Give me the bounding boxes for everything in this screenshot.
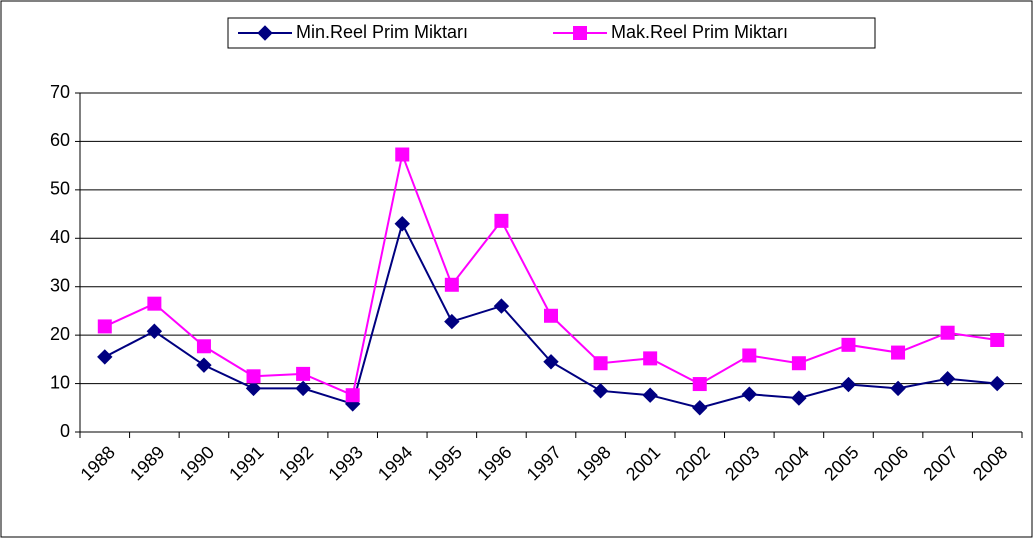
data-point — [146, 323, 163, 339]
data-point — [395, 147, 410, 162]
data-point — [394, 216, 410, 232]
data-point — [246, 369, 261, 384]
legend-label: Min.Reel Prim Miktarı — [296, 22, 468, 42]
data-point — [742, 348, 757, 363]
legend-marker — [573, 26, 587, 40]
data-point — [196, 339, 211, 354]
y-tick-label: 0 — [60, 421, 70, 441]
data-point — [940, 325, 955, 340]
data-point — [643, 351, 658, 366]
y-tick-label: 70 — [50, 82, 70, 102]
y-tick-label: 10 — [50, 372, 70, 392]
data-point — [493, 298, 510, 314]
y-tick-label: 60 — [50, 130, 70, 150]
data-point — [642, 387, 658, 403]
data-point — [891, 345, 906, 360]
data-point — [245, 380, 262, 397]
legend-marker — [257, 25, 273, 41]
data-point — [841, 337, 856, 352]
data-point — [444, 277, 459, 292]
data-point — [444, 313, 460, 330]
data-point — [345, 388, 360, 403]
data-point — [791, 390, 807, 406]
data-point — [990, 332, 1005, 347]
data-point — [890, 380, 906, 397]
y-tick-label: 50 — [50, 179, 70, 199]
data-point — [494, 213, 509, 228]
y-tick-label: 40 — [50, 227, 70, 247]
data-point — [295, 380, 311, 397]
data-point — [147, 296, 162, 311]
data-point — [592, 383, 609, 399]
data-point — [840, 376, 857, 393]
legend-box — [227, 17, 876, 49]
data-point — [196, 357, 212, 373]
data-point — [296, 366, 311, 381]
legend-label: Mak.Reel Prim Miktarı — [611, 22, 788, 42]
data-point — [543, 354, 559, 370]
y-tick-label: 30 — [50, 275, 70, 295]
data-point — [692, 400, 708, 416]
data-point — [989, 375, 1005, 392]
data-point — [544, 308, 558, 323]
data-point — [741, 386, 758, 402]
data-point — [791, 356, 806, 371]
data-point — [692, 377, 707, 392]
data-point — [97, 319, 112, 334]
data-point — [939, 371, 956, 387]
y-tick-label: 20 — [50, 324, 70, 344]
data-point — [593, 356, 608, 371]
data-point — [97, 349, 113, 365]
